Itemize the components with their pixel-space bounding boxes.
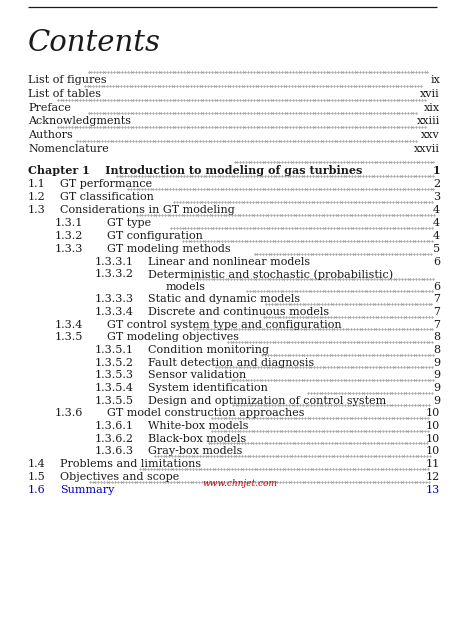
- Text: 9: 9: [433, 383, 440, 393]
- Text: 7: 7: [433, 294, 440, 304]
- Text: GT classification: GT classification: [60, 192, 154, 202]
- Text: 12: 12: [426, 472, 440, 482]
- Text: xxv: xxv: [421, 130, 440, 140]
- Text: GT type: GT type: [107, 218, 151, 228]
- Text: 1.3.5.2: 1.3.5.2: [95, 357, 134, 367]
- Text: 1.3.3.1: 1.3.3.1: [95, 257, 134, 267]
- Text: 1.5: 1.5: [28, 472, 46, 482]
- Text: www.chnjet.com: www.chnjet.com: [202, 479, 278, 488]
- Text: 9: 9: [433, 396, 440, 406]
- Text: GT modeling objectives: GT modeling objectives: [107, 332, 239, 342]
- Text: GT modeling methods: GT modeling methods: [107, 244, 231, 254]
- Text: 13: 13: [426, 485, 440, 495]
- Text: 2: 2: [433, 179, 440, 189]
- Text: Fault detection and diagnosis: Fault detection and diagnosis: [148, 357, 314, 367]
- Text: 1.3.6.3: 1.3.6.3: [95, 446, 134, 456]
- Text: 5: 5: [433, 244, 440, 254]
- Text: System identification: System identification: [148, 383, 268, 393]
- Text: GT performance: GT performance: [60, 179, 152, 189]
- Text: 9: 9: [433, 371, 440, 381]
- Text: 4: 4: [433, 218, 440, 228]
- Text: Considerations in GT modeling: Considerations in GT modeling: [60, 205, 235, 215]
- Text: White-box models: White-box models: [148, 421, 248, 431]
- Text: 10: 10: [426, 421, 440, 431]
- Text: 1.3.3.3: 1.3.3.3: [95, 294, 134, 304]
- Text: List of figures: List of figures: [28, 75, 106, 85]
- Text: 4: 4: [433, 205, 440, 215]
- Text: Gray-box models: Gray-box models: [148, 446, 242, 456]
- Text: ix: ix: [430, 75, 440, 85]
- Text: Acknowledgments: Acknowledgments: [28, 116, 131, 126]
- Text: Design and optimization of control system: Design and optimization of control syste…: [148, 396, 386, 406]
- Text: Nomenclature: Nomenclature: [28, 144, 109, 154]
- Text: xvii: xvii: [420, 89, 440, 99]
- Text: 10: 10: [426, 434, 440, 444]
- Text: 1.6: 1.6: [28, 485, 46, 495]
- Text: 1: 1: [432, 165, 440, 176]
- Text: 1.3.6.2: 1.3.6.2: [95, 434, 134, 444]
- Text: 3: 3: [433, 192, 440, 202]
- Text: 1.3.3.2: 1.3.3.2: [95, 269, 134, 279]
- Text: 6: 6: [433, 257, 440, 267]
- Text: List of tables: List of tables: [28, 89, 101, 99]
- Text: xix: xix: [424, 102, 440, 112]
- Text: Static and dynamic models: Static and dynamic models: [148, 294, 300, 304]
- Text: Sensor validation: Sensor validation: [148, 371, 246, 381]
- Text: 10: 10: [426, 446, 440, 456]
- Text: 1.3.6: 1.3.6: [55, 408, 83, 418]
- Text: 10: 10: [426, 408, 440, 418]
- Text: 1.3.4: 1.3.4: [55, 319, 83, 329]
- Text: 8: 8: [433, 345, 440, 355]
- Text: GT model construction approaches: GT model construction approaches: [107, 408, 305, 418]
- Text: 11: 11: [426, 459, 440, 469]
- Text: GT configuration: GT configuration: [107, 231, 203, 241]
- Text: models: models: [166, 282, 206, 292]
- Text: Authors: Authors: [28, 130, 73, 140]
- Text: 1.3.5.4: 1.3.5.4: [95, 383, 134, 393]
- Text: 1.4: 1.4: [28, 459, 46, 469]
- Text: 1.3.6.1: 1.3.6.1: [95, 421, 134, 431]
- Text: 1.3.3.4: 1.3.3.4: [95, 307, 134, 317]
- Text: 1.3: 1.3: [28, 205, 46, 215]
- Text: 7: 7: [433, 319, 440, 329]
- Text: Deterministic and stochastic (probabilistic): Deterministic and stochastic (probabilis…: [148, 269, 393, 280]
- Text: Problems and limitations: Problems and limitations: [60, 459, 201, 469]
- Text: Preface: Preface: [28, 102, 71, 112]
- Text: 1.2: 1.2: [28, 192, 46, 202]
- Text: Discrete and continuous models: Discrete and continuous models: [148, 307, 329, 317]
- Text: 1.3.5.1: 1.3.5.1: [95, 345, 134, 355]
- Text: Contents: Contents: [28, 29, 161, 57]
- Text: Black-box models: Black-box models: [148, 434, 246, 444]
- Text: 4: 4: [433, 231, 440, 241]
- Text: Condition monitoring: Condition monitoring: [148, 345, 269, 355]
- Text: Summary: Summary: [60, 485, 114, 495]
- Text: 1.3.2: 1.3.2: [55, 231, 83, 241]
- Text: 1.3.3: 1.3.3: [55, 244, 83, 254]
- Text: 1.3.5: 1.3.5: [55, 332, 83, 342]
- Text: 9: 9: [433, 357, 440, 367]
- Text: 1.3.1: 1.3.1: [55, 218, 83, 228]
- Text: 7: 7: [433, 307, 440, 317]
- Text: Linear and nonlinear models: Linear and nonlinear models: [148, 257, 310, 267]
- Text: xxvii: xxvii: [414, 144, 440, 154]
- Text: 8: 8: [433, 332, 440, 342]
- Text: xxiii: xxiii: [417, 116, 440, 126]
- Text: Chapter 1    Introduction to modeling of gas turbines: Chapter 1 Introduction to modeling of ga…: [28, 165, 362, 176]
- Text: 6: 6: [433, 282, 440, 292]
- Text: 1.3.5.3: 1.3.5.3: [95, 371, 134, 381]
- Text: 1.1: 1.1: [28, 179, 46, 189]
- Text: GT control system type and configuration: GT control system type and configuration: [107, 319, 342, 329]
- Text: 1.3.5.5: 1.3.5.5: [95, 396, 134, 406]
- Text: Objectives and scope: Objectives and scope: [60, 472, 179, 482]
